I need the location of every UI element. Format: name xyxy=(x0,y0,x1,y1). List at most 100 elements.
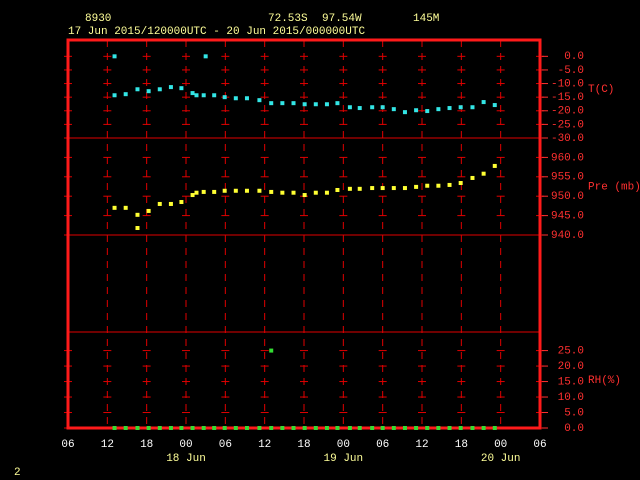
data-point xyxy=(370,426,375,430)
y-axis-label: Pre (mb) xyxy=(588,181,640,193)
x-tick-label: 06 xyxy=(61,439,74,451)
x-tick-label: 12 xyxy=(101,439,114,451)
data-point xyxy=(313,190,318,195)
data-point xyxy=(203,54,208,59)
data-point xyxy=(436,426,441,430)
data-point xyxy=(157,426,162,430)
y-tick-label: 5.0 xyxy=(564,407,584,419)
y-tick-label: 20.0 xyxy=(558,361,584,373)
data-point xyxy=(190,426,195,430)
data-point xyxy=(157,201,162,206)
data-point xyxy=(212,426,217,430)
elevation: 145M xyxy=(413,13,439,25)
data-point xyxy=(391,186,396,191)
data-point xyxy=(324,190,329,195)
x-tick-label: 12 xyxy=(415,439,428,451)
x-tick-label: 12 xyxy=(258,439,271,451)
data-point xyxy=(222,426,227,430)
data-point xyxy=(257,188,262,193)
data-point xyxy=(370,105,375,110)
data-point xyxy=(470,105,475,110)
data-point xyxy=(391,426,396,430)
y-axis-label: RH(%) xyxy=(588,375,621,387)
x-tick-label: 00 xyxy=(337,439,350,451)
data-point xyxy=(222,95,227,100)
data-point xyxy=(291,426,296,430)
data-point xyxy=(357,186,362,191)
data-point xyxy=(425,109,430,114)
data-point xyxy=(168,426,173,430)
data-point xyxy=(269,189,274,194)
data-point xyxy=(302,426,307,430)
data-point xyxy=(470,175,475,180)
data-point xyxy=(313,102,318,107)
data-point xyxy=(425,183,430,188)
data-point xyxy=(481,100,486,105)
data-point xyxy=(201,93,206,98)
data-point xyxy=(302,102,307,107)
data-point xyxy=(257,426,262,430)
data-point xyxy=(135,226,140,231)
y-tick-label: -30.0 xyxy=(551,133,584,145)
data-point xyxy=(447,426,452,430)
data-point xyxy=(447,106,452,111)
data-point xyxy=(335,187,340,192)
data-point xyxy=(324,426,329,430)
date-label: 20 Jun xyxy=(481,453,521,465)
data-point xyxy=(291,101,296,106)
data-point xyxy=(492,163,497,168)
data-point xyxy=(194,190,199,195)
data-point xyxy=(458,426,463,430)
y-tick-label: 945.0 xyxy=(551,211,584,223)
y-tick-label: -20.0 xyxy=(551,106,584,118)
data-point xyxy=(123,205,128,210)
data-point xyxy=(168,85,173,90)
data-point xyxy=(357,106,362,111)
data-point xyxy=(481,171,486,176)
data-point xyxy=(414,108,419,113)
y-tick-label: -5.0 xyxy=(558,65,584,77)
data-point xyxy=(179,86,184,91)
data-point xyxy=(380,105,385,110)
data-point xyxy=(269,426,274,430)
data-point xyxy=(112,54,117,59)
data-point xyxy=(190,193,195,198)
x-tick-label: 00 xyxy=(494,439,507,451)
data-point xyxy=(492,426,497,430)
data-point xyxy=(402,110,407,115)
data-point xyxy=(347,105,352,110)
data-point xyxy=(112,93,117,98)
data-point xyxy=(123,426,128,430)
data-point xyxy=(201,189,206,194)
y-tick-label: 0.0 xyxy=(564,423,584,435)
data-point xyxy=(135,212,140,217)
date-label: 18 Jun xyxy=(166,453,206,465)
y-axis-label: T(C) xyxy=(588,84,614,96)
x-tick-label: 18 xyxy=(297,439,310,451)
station-id: 8930 xyxy=(85,13,111,25)
date-label: 19 Jun xyxy=(324,453,364,465)
data-point xyxy=(280,190,285,195)
data-point xyxy=(212,189,217,194)
data-point xyxy=(146,208,151,213)
data-point xyxy=(269,101,274,106)
data-point xyxy=(257,98,262,103)
x-tick-label: 00 xyxy=(179,439,192,451)
period: 17 Jun 2015/120000UTC - 20 Jun 2015/0000… xyxy=(68,26,365,38)
data-point xyxy=(324,102,329,107)
data-point xyxy=(335,101,340,106)
data-point xyxy=(291,190,296,195)
data-point xyxy=(380,426,385,430)
data-point xyxy=(146,426,151,430)
data-point xyxy=(112,205,117,210)
data-point xyxy=(370,186,375,191)
y-tick-label: 950.0 xyxy=(551,191,584,203)
data-point xyxy=(233,188,238,193)
x-tick-label: 06 xyxy=(533,439,546,451)
x-tick-label: 06 xyxy=(376,439,389,451)
data-point xyxy=(447,182,452,187)
data-point xyxy=(470,426,475,430)
y-tick-label: -25.0 xyxy=(551,119,584,131)
data-point xyxy=(112,426,117,430)
